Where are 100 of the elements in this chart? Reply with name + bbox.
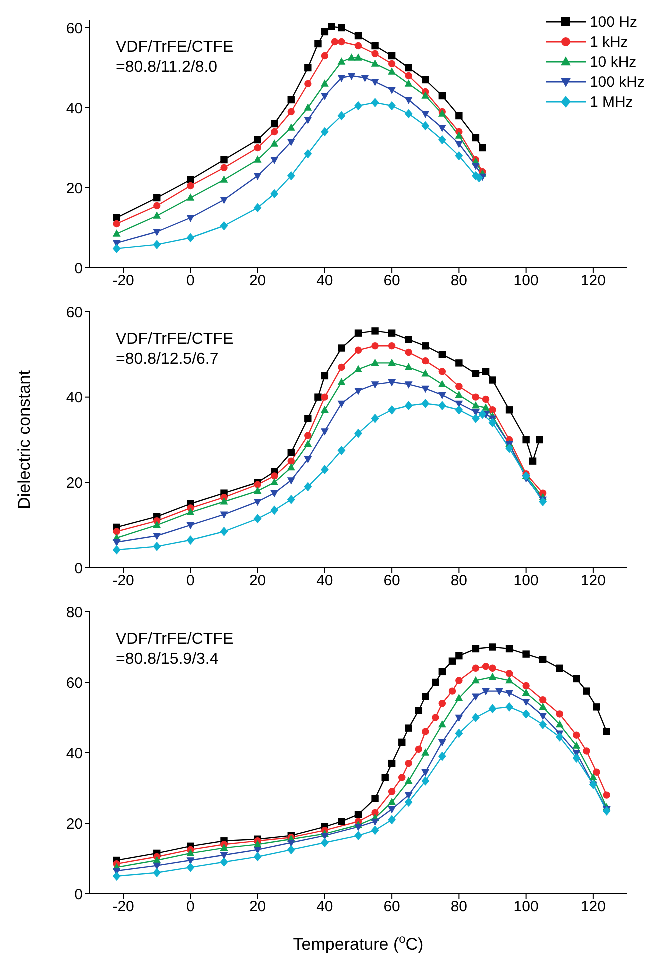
point <box>522 699 530 706</box>
point <box>438 351 446 358</box>
point <box>404 97 413 104</box>
point <box>372 50 379 58</box>
point <box>287 840 296 848</box>
point <box>186 508 195 516</box>
point <box>388 788 396 796</box>
point <box>320 93 329 100</box>
y-tick-label: 0 <box>74 560 83 578</box>
point <box>482 688 490 696</box>
x-tick-label: -20 <box>112 272 134 290</box>
point <box>415 707 423 714</box>
y-tick-label: 60 <box>66 304 83 322</box>
point <box>361 75 370 82</box>
point <box>371 358 380 366</box>
point <box>456 112 463 120</box>
point <box>472 676 480 684</box>
point <box>388 68 396 75</box>
point <box>304 149 312 159</box>
x-tick-label: 120 <box>580 898 606 916</box>
y-tick-label: 60 <box>66 674 83 692</box>
point <box>220 527 228 536</box>
point <box>270 472 278 480</box>
point <box>186 858 195 865</box>
point <box>489 664 496 672</box>
point <box>304 415 312 422</box>
point <box>506 645 514 653</box>
point <box>354 54 362 61</box>
point <box>438 392 446 400</box>
point <box>372 342 379 350</box>
point <box>488 672 497 680</box>
point <box>506 444 514 454</box>
point <box>404 798 413 808</box>
point <box>154 202 161 210</box>
point <box>270 189 279 199</box>
point <box>112 540 121 547</box>
point <box>522 682 530 690</box>
point <box>456 652 463 660</box>
point <box>455 390 464 398</box>
point <box>482 663 490 670</box>
point <box>304 104 312 111</box>
point <box>270 490 279 498</box>
point <box>422 342 430 350</box>
point <box>153 521 162 528</box>
point <box>254 498 262 506</box>
point <box>113 528 120 536</box>
point <box>472 394 480 401</box>
point <box>372 42 379 50</box>
point <box>506 670 514 678</box>
point <box>422 386 430 394</box>
point <box>455 405 464 415</box>
point <box>506 702 514 712</box>
point <box>472 664 480 672</box>
point <box>287 845 296 855</box>
point <box>422 76 430 84</box>
point <box>354 428 362 438</box>
point <box>539 720 548 730</box>
point <box>455 694 464 702</box>
point <box>321 28 329 36</box>
x-tick-label: 80 <box>450 898 468 916</box>
point <box>112 872 121 882</box>
y-axis-title: Dielectric constant <box>15 370 34 510</box>
point <box>388 60 396 68</box>
point <box>354 365 362 372</box>
point <box>603 792 610 799</box>
point <box>422 728 430 736</box>
point <box>556 720 564 728</box>
point <box>112 244 121 254</box>
point <box>388 358 396 366</box>
point <box>506 690 514 698</box>
annotation: VDF/TrFE/CTFE =80.8/12.5/6.7 <box>116 330 234 370</box>
point <box>321 394 329 401</box>
point <box>422 121 430 131</box>
y-tick-label: 40 <box>66 390 83 407</box>
point <box>404 80 413 87</box>
point <box>438 380 446 388</box>
point <box>572 754 581 763</box>
point <box>422 770 430 777</box>
point <box>254 156 262 163</box>
point <box>489 644 496 651</box>
point <box>405 336 412 344</box>
point <box>354 346 362 354</box>
point <box>372 795 379 802</box>
x-tick-label: 20 <box>249 572 266 590</box>
point <box>422 399 430 408</box>
point <box>472 134 480 142</box>
x-tick-label: 40 <box>316 572 334 590</box>
annotation: VDF/TrFE/CTFE =80.8/15.9/3.4 <box>116 630 234 670</box>
point <box>573 675 580 683</box>
point <box>338 24 346 32</box>
point <box>448 688 456 695</box>
annotation: VDF/TrFE/CTFE =80.8/11.2/8.0 <box>116 38 234 78</box>
point <box>254 144 262 152</box>
point <box>572 742 581 749</box>
x-tick-label: 0 <box>186 572 195 590</box>
x-tick-label: 100 <box>514 898 539 916</box>
point <box>338 818 346 826</box>
x-tick-label: 60 <box>384 272 400 290</box>
y-tick-label: 80 <box>66 604 83 622</box>
point <box>314 394 322 401</box>
